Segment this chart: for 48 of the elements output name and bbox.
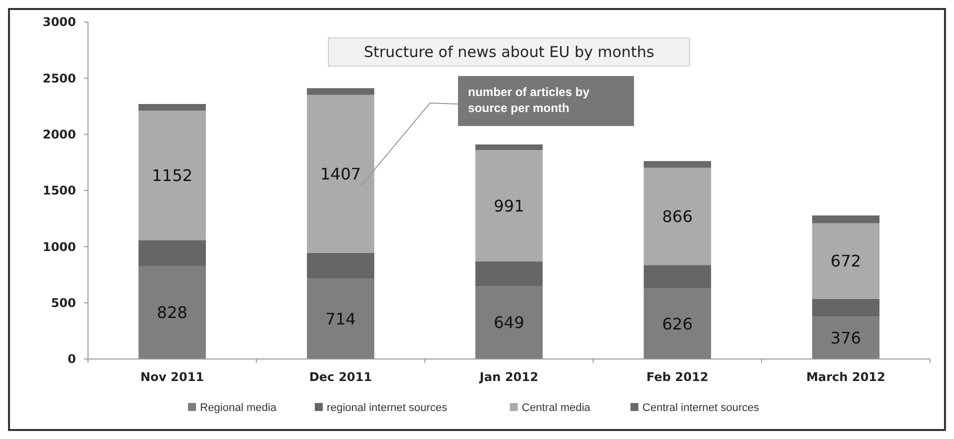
- x-tick-label: March 2012: [806, 370, 886, 384]
- text: Structure of news about EU by months: [364, 43, 654, 61]
- y-tick-label: 0: [68, 352, 76, 366]
- bar: [475, 261, 543, 286]
- legend-label: regional internet sources: [326, 402, 448, 414]
- x-tick-label: Feb 2012: [646, 370, 708, 384]
- bar: [812, 215, 880, 224]
- bar: [306, 252, 374, 279]
- x-tick-label: Dec 2011: [309, 370, 372, 384]
- legend-label: Regional media: [200, 402, 278, 414]
- annotation: number of articles by source per month: [468, 85, 590, 115]
- bar: [306, 88, 374, 95]
- bar: [138, 266, 206, 359]
- data-label: 714: [325, 309, 356, 328]
- data-label: 866: [662, 207, 693, 226]
- x-tick-label: Nov 2011: [140, 370, 204, 384]
- bar: [138, 110, 206, 240]
- y-tick-label: 2000: [42, 128, 76, 142]
- bar: [812, 316, 880, 359]
- legend-label: Central media: [522, 402, 592, 414]
- data-label: 1152: [152, 166, 193, 186]
- x-tick-label: Jan 2012: [478, 370, 538, 384]
- y-tick-label: 1000: [42, 240, 76, 254]
- legend-label: Central internet sources: [642, 402, 760, 414]
- bar: [812, 298, 880, 317]
- data-label: 376: [830, 328, 862, 348]
- bar: [306, 94, 374, 253]
- data-label: 991: [494, 196, 524, 216]
- y-tick-label: 500: [50, 296, 76, 310]
- bar: [138, 104, 206, 111]
- data-label: 672: [830, 252, 862, 271]
- bar: [644, 161, 712, 168]
- data-label: 626: [662, 314, 693, 334]
- data-label: 828: [156, 303, 188, 322]
- bar: [306, 278, 374, 359]
- bar: [475, 150, 543, 262]
- bar: [644, 265, 712, 289]
- bar: [644, 168, 712, 266]
- bar: [644, 288, 712, 359]
- y-tick-label: 3000: [42, 15, 76, 30]
- y-tick-label: 2500: [42, 71, 76, 86]
- y-tick-label: 1500: [42, 184, 76, 198]
- bar: [475, 286, 543, 359]
- bar: [138, 240, 206, 266]
- data-label: 649: [494, 313, 524, 332]
- data-label: 1407: [320, 164, 361, 184]
- bar: [812, 223, 880, 299]
- bar: [475, 144, 543, 150]
